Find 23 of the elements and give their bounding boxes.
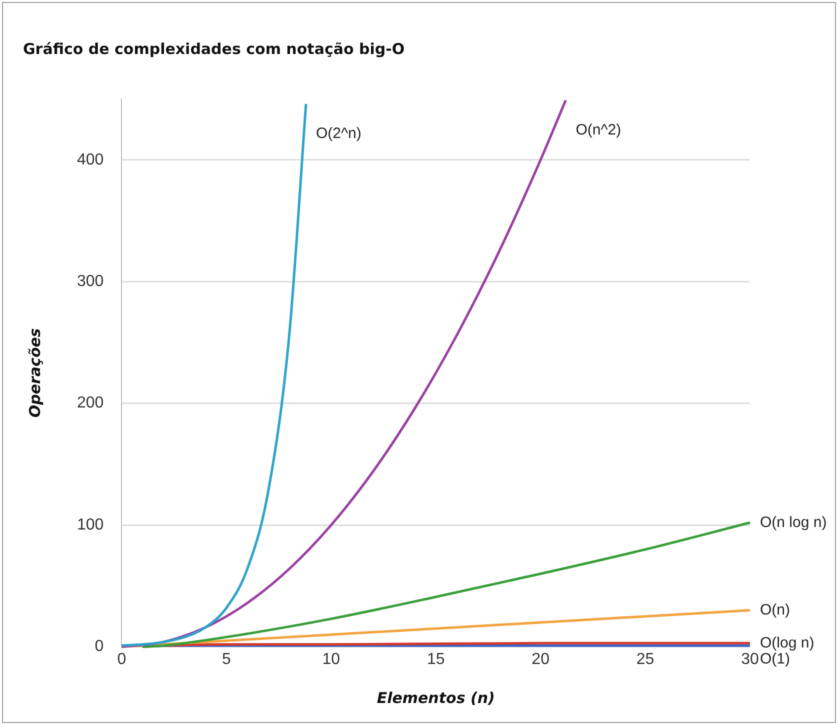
y-tick-label: 200 — [76, 394, 104, 412]
x-tick-label: 0 — [117, 650, 126, 668]
x-tick-label: 5 — [222, 650, 231, 668]
y-tick-label: 100 — [76, 516, 104, 534]
series-label: O(log n) — [760, 634, 814, 652]
y-tick-label: 300 — [76, 273, 104, 290]
x-tick-label: 25 — [636, 650, 654, 668]
x-tick-label: 20 — [532, 650, 550, 668]
x-tick-label: 30 — [741, 650, 759, 668]
y-axis-title: Operações — [26, 328, 44, 418]
series-label: O(1) — [760, 650, 790, 668]
y-tick-label: 400 — [76, 151, 104, 168]
series-label: O(n^2) — [576, 121, 622, 138]
line-series — [141, 521, 752, 648]
x-tick-label: 15 — [426, 650, 445, 668]
chart-title: Gráfico de complexidades com notação big-O — [23, 40, 405, 58]
series-label: O(2^n) — [316, 125, 362, 142]
x-tick-label: 10 — [322, 650, 340, 668]
line-series — [120, 102, 308, 647]
series-label: O(n log n) — [760, 514, 827, 531]
x-axis-title: Elementos (n) — [376, 688, 495, 707]
series-label: O(n) — [760, 601, 790, 618]
y-tick-label: 0 — [94, 638, 104, 656]
